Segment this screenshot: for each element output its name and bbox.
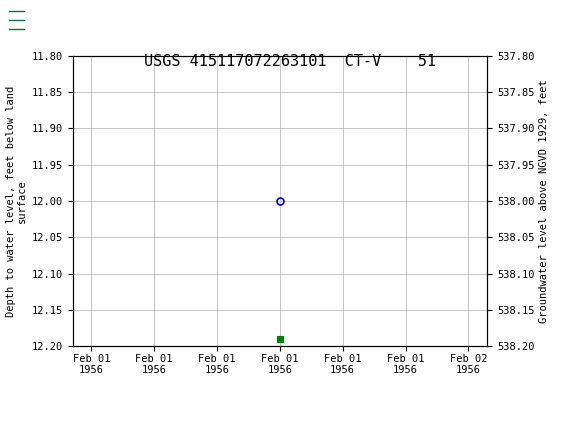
Text: USGS 415117072263101  CT-V    51: USGS 415117072263101 CT-V 51 bbox=[144, 54, 436, 69]
Legend: Period of approved data: Period of approved data bbox=[187, 428, 372, 430]
Text: USGS: USGS bbox=[55, 14, 99, 31]
Bar bbox=[27, 22, 48, 40]
Y-axis label: Groundwater level above NGVD 1929, feet: Groundwater level above NGVD 1929, feet bbox=[539, 79, 549, 323]
Bar bbox=[7, 6, 27, 22]
Y-axis label: Depth to water level, feet below land
surface: Depth to water level, feet below land su… bbox=[6, 86, 27, 316]
